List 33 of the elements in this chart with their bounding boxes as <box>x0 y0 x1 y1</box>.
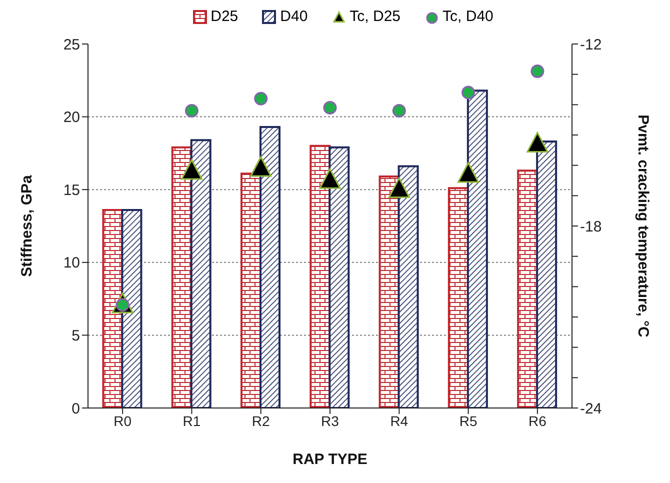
legend-label: D25 <box>210 8 238 25</box>
bar <box>398 165 419 408</box>
bar <box>121 208 142 408</box>
y-axis-title: Stiffness, GPa <box>18 174 36 277</box>
y-tick-label: 25 <box>63 36 80 54</box>
legend-label: Tc, D25 <box>348 8 401 25</box>
bar <box>536 140 558 408</box>
x-tick-label: R1 <box>182 412 201 429</box>
bar <box>190 139 212 408</box>
bar <box>259 126 280 408</box>
x-tick-label: R4 <box>390 412 408 429</box>
y-tick-label: 10 <box>63 254 80 272</box>
bar <box>240 172 262 408</box>
y-tick-label: 0 <box>72 400 80 418</box>
y-tick-label: 15 <box>63 182 80 199</box>
x-axis-title: RAP TYPE <box>292 451 368 468</box>
y2-axis-title: Pvmt. cracking temperature, °C <box>634 114 652 338</box>
x-tick-label: R0 <box>114 412 132 429</box>
bar <box>328 146 350 408</box>
y2-tick-label: -12 <box>580 36 602 54</box>
bar <box>466 90 488 408</box>
x-tick-label: R2 <box>252 412 270 429</box>
x-tick-label: R6 <box>528 412 547 429</box>
y-tick-label: 5 <box>72 328 80 345</box>
y2-tick-label: -18 <box>580 218 602 236</box>
y2-tick-label: -24 <box>580 400 602 418</box>
x-tick-label: R5 <box>459 412 478 429</box>
bar <box>448 187 469 408</box>
y-tick-label: 20 <box>63 109 80 126</box>
bar <box>517 170 538 408</box>
legend-label: D40 <box>279 8 308 25</box>
legend-label: Tc, D40 <box>442 8 494 25</box>
x-tick-label: R3 <box>321 412 340 429</box>
